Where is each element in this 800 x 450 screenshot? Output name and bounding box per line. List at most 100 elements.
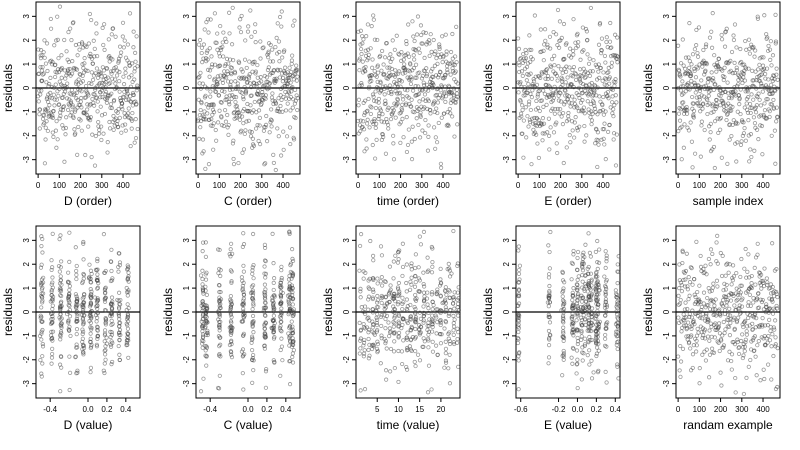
residual-point — [228, 332, 234, 337]
residual-point — [517, 63, 522, 68]
residual-point — [698, 299, 703, 305]
residual-point — [448, 111, 453, 116]
residual-point — [201, 291, 206, 296]
residual-point — [83, 68, 88, 73]
residual-point — [751, 78, 756, 83]
residual-point — [269, 107, 274, 112]
residual-point — [712, 335, 717, 340]
residual-point — [396, 71, 401, 76]
residual-point — [687, 340, 692, 345]
residual-point — [360, 41, 365, 46]
residual-point — [50, 285, 55, 290]
residual-point — [745, 269, 750, 274]
residual-point — [517, 350, 522, 355]
residual-point — [56, 263, 62, 269]
residual-point — [396, 379, 401, 385]
residual-point — [721, 298, 726, 303]
residual-point — [449, 89, 454, 95]
residual-point — [357, 68, 362, 73]
residual-point — [752, 54, 757, 59]
residual-point — [444, 52, 449, 57]
residual-point — [589, 376, 595, 381]
residual-point — [261, 128, 267, 133]
residual-point — [681, 145, 686, 150]
residual-point — [363, 69, 368, 74]
residual-point — [588, 271, 594, 276]
residual-point — [69, 71, 75, 76]
residual-point — [74, 331, 79, 337]
residual-point — [450, 56, 455, 61]
residual-point — [773, 39, 779, 44]
residual-point — [590, 337, 595, 343]
residual-point — [94, 344, 100, 349]
residual-point — [53, 62, 58, 67]
residual-point — [764, 302, 769, 307]
residual-point — [370, 295, 375, 300]
residual-point — [101, 68, 107, 73]
residual-point — [582, 123, 587, 129]
residual-point — [582, 75, 588, 80]
residual-point — [451, 332, 456, 337]
x-tick-label: 200 — [554, 181, 568, 190]
residual-point — [208, 94, 213, 99]
residual-point — [206, 105, 211, 110]
residual-point — [388, 369, 393, 374]
residual-point — [609, 60, 615, 65]
residual-point — [613, 80, 618, 85]
residual-point — [576, 39, 581, 45]
residual-point — [535, 105, 541, 110]
residual-point — [447, 84, 452, 90]
residual-point — [611, 114, 616, 119]
residual-point — [591, 370, 596, 375]
residual-point — [387, 74, 392, 79]
residual-point — [116, 107, 121, 112]
residual-point — [48, 333, 54, 338]
residual-point — [81, 241, 86, 246]
residual-point — [545, 130, 550, 135]
residual-point — [747, 101, 753, 107]
residual-point — [130, 90, 136, 96]
residual-point — [752, 334, 758, 339]
residual-point — [376, 305, 381, 310]
residual-point — [102, 361, 107, 366]
residual-point — [378, 80, 383, 86]
residual-point — [589, 321, 594, 326]
residual-point — [595, 112, 600, 117]
residual-point — [283, 108, 289, 113]
residual-point — [259, 79, 264, 84]
residual-point — [203, 277, 209, 282]
residual-point — [543, 76, 548, 81]
y-tick-label: 2 — [502, 37, 511, 42]
residual-point — [424, 82, 429, 87]
residual-point — [129, 73, 134, 78]
residual-point — [41, 71, 46, 76]
residual-point — [708, 262, 713, 267]
residual-point — [548, 125, 553, 130]
residual-point — [280, 358, 285, 363]
residual-point — [729, 49, 735, 55]
residual-point — [596, 62, 601, 67]
residual-point — [279, 24, 284, 29]
residual-point — [447, 339, 452, 344]
x-tick-label: 5 — [375, 405, 380, 414]
residual-point — [260, 46, 265, 51]
residual-point — [445, 70, 450, 75]
residual-point — [434, 140, 440, 145]
residual-point — [382, 279, 387, 284]
residual-point — [209, 65, 214, 70]
residual-point — [744, 275, 749, 280]
residual-point — [526, 81, 531, 87]
residual-point — [58, 312, 63, 317]
residual-point — [579, 321, 584, 326]
residual-point — [236, 160, 241, 166]
residual-point — [695, 326, 700, 331]
residual-point — [81, 321, 86, 326]
residual-point — [715, 261, 720, 266]
residual-point — [204, 363, 209, 368]
residual-point — [724, 26, 729, 31]
residual-point — [586, 231, 591, 236]
residual-point — [218, 342, 223, 347]
residual-point — [687, 293, 692, 298]
residual-point — [454, 60, 459, 65]
